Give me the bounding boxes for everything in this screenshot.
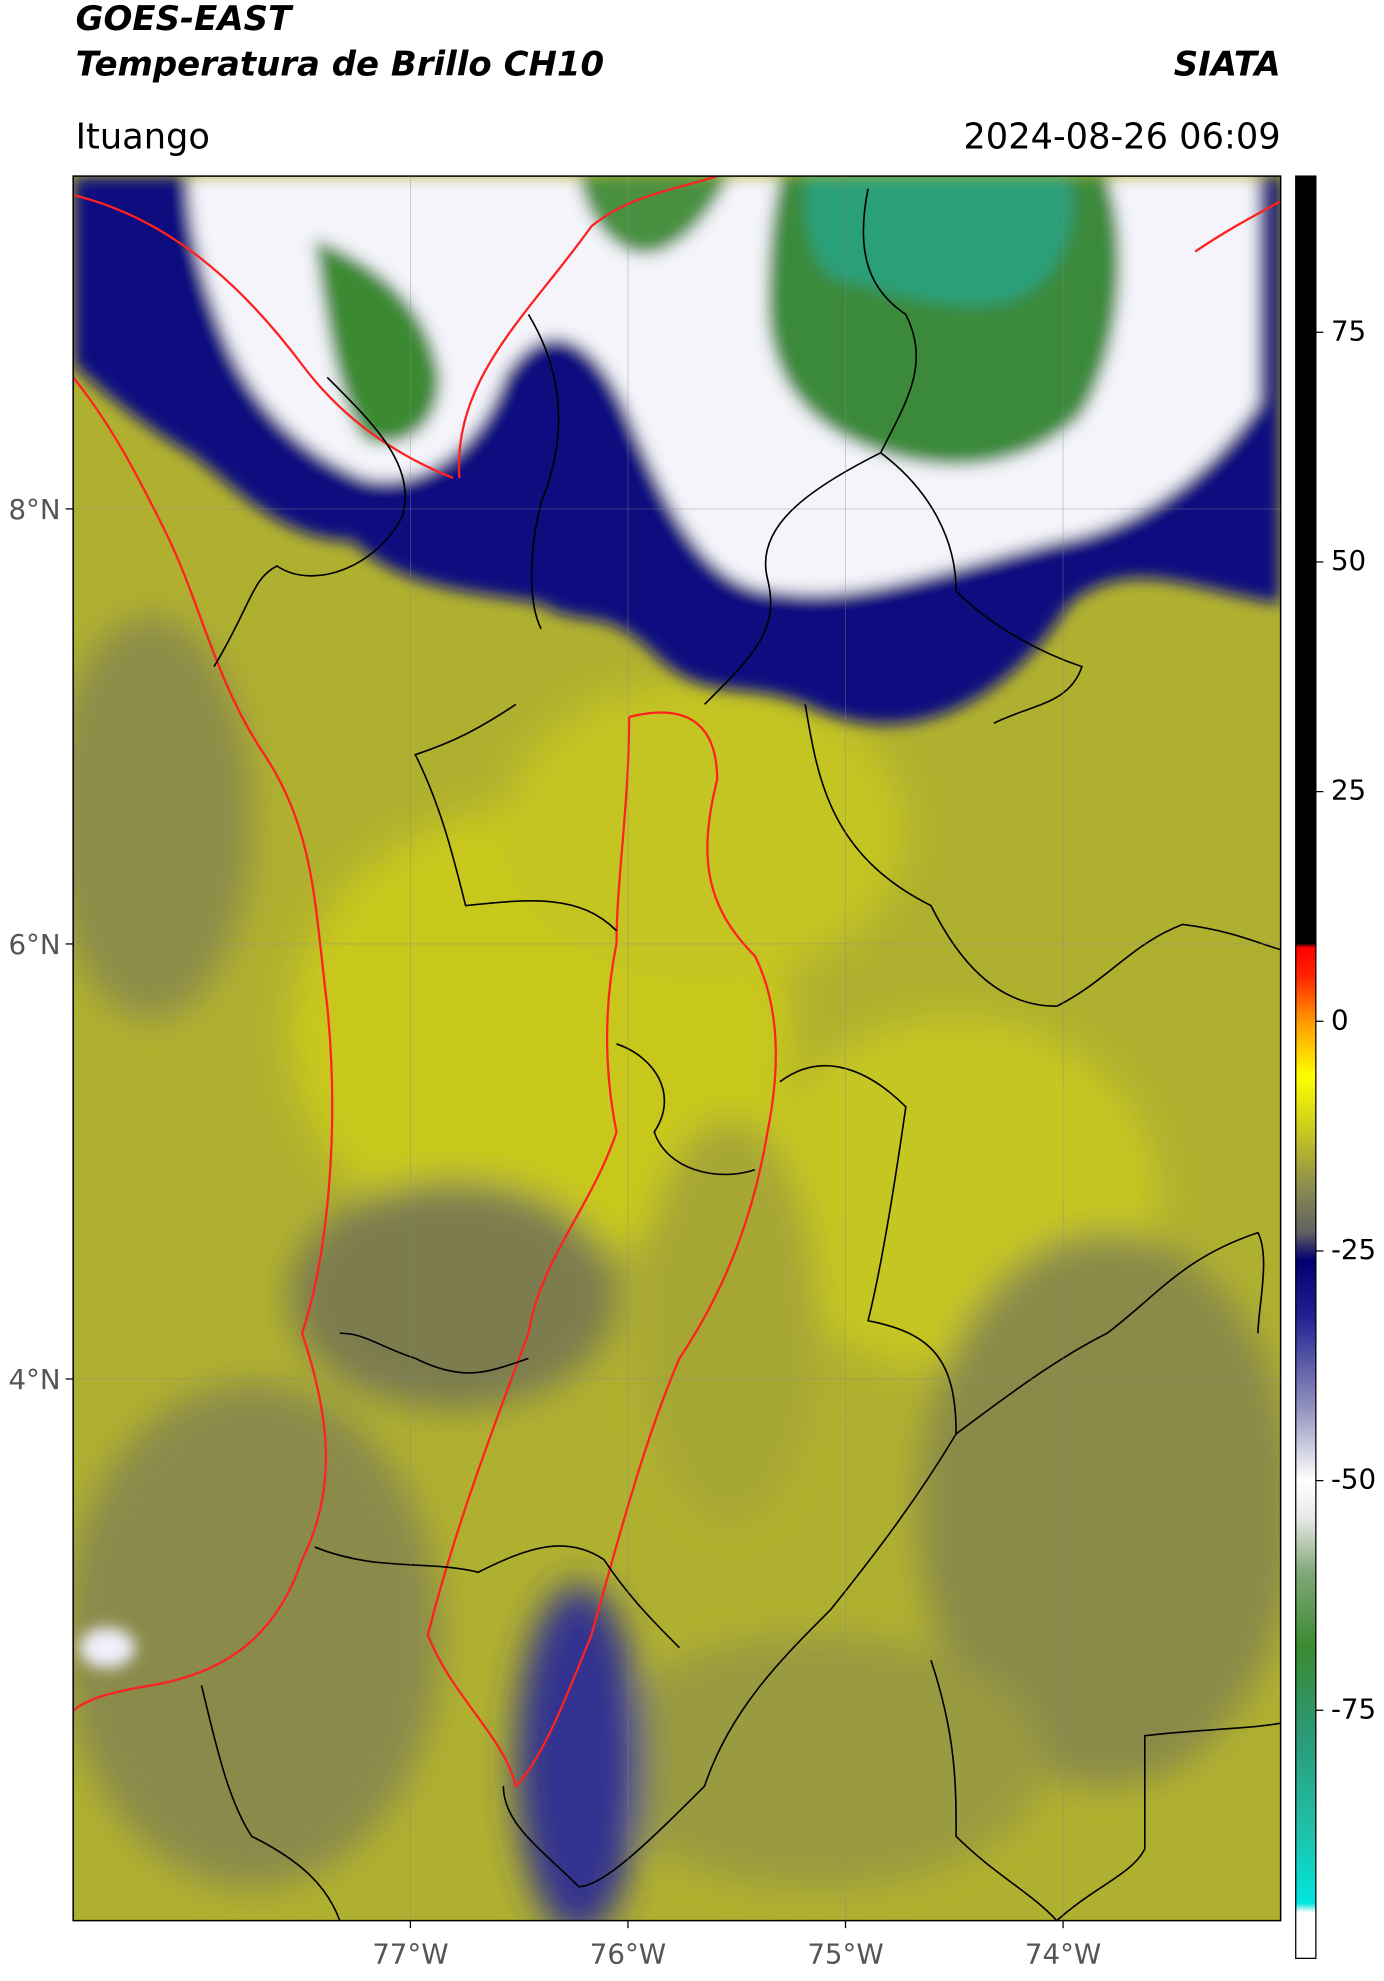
colorbar-tick-label: 25 — [1331, 774, 1366, 807]
red-boundary — [73, 176, 1281, 1789]
colorbar-tick-label: -50 — [1331, 1463, 1376, 1496]
brand: SIATA — [1174, 44, 1281, 84]
datetime: 2024-08-26 06:09 — [963, 116, 1280, 157]
colorbar-tick-label: -75 — [1331, 1692, 1376, 1725]
colorbar-tick-label: 75 — [1331, 314, 1366, 347]
colorbar — [1295, 176, 1316, 1959]
colorbar-tick-label: 50 — [1331, 544, 1366, 577]
lon-tick-label: 77°W — [372, 1937, 448, 1970]
title: GOES-EAST — [76, 0, 294, 39]
lon-tick-label: 76°W — [590, 1937, 666, 1970]
black-boundary — [200, 188, 1281, 1921]
lat-tick-label: 6°N — [8, 928, 60, 961]
colorbar-tick-label: -25 — [1331, 1233, 1376, 1266]
lat-tick-label: 8°N — [8, 493, 60, 526]
lon-tick-label: 74°W — [1025, 1937, 1101, 1970]
subtitle: Temperatura de Brillo CH10 — [76, 44, 604, 84]
lat-tick-label: 4°N — [8, 1363, 60, 1396]
colorbar-frame — [1295, 175, 1317, 1959]
lon-tick-label: 75°W — [807, 1937, 883, 1970]
colorbar-tick-label: 0 — [1331, 1003, 1349, 1036]
map-image — [73, 176, 1281, 1921]
location: Ituango — [76, 116, 210, 157]
map-frame — [72, 175, 1282, 1922]
